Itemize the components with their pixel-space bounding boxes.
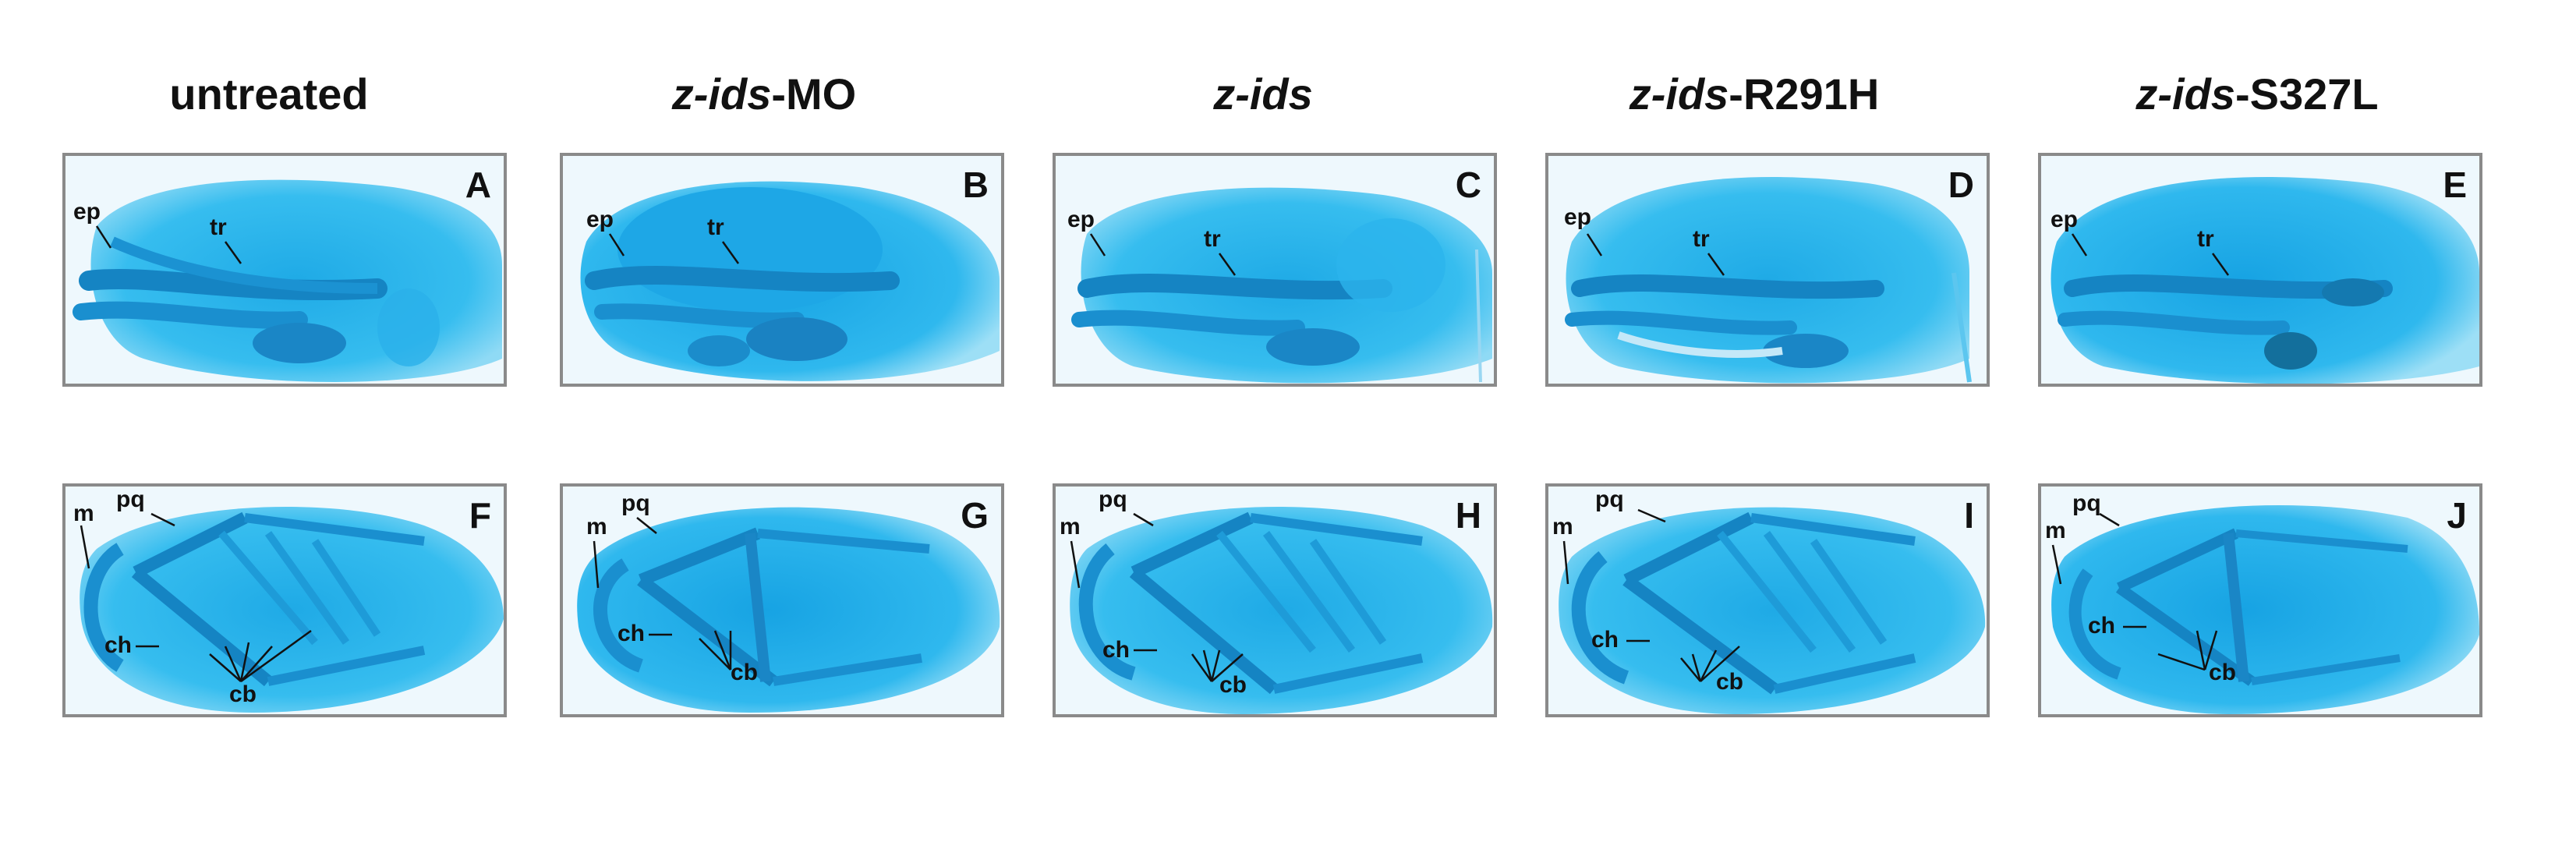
label-m: m <box>1060 514 1081 540</box>
panel-g: m pq ch cb G <box>560 483 1004 717</box>
label-ep: ep <box>586 207 614 232</box>
panel-letter: H <box>1455 495 1481 536</box>
label-cb: cb <box>2209 660 2237 685</box>
column-title-z-ids: z-ids <box>1033 69 1493 119</box>
column-title-z-ids-s327l: z-ids-S327L <box>2027 69 2487 119</box>
panel-letter: J <box>2447 495 2467 536</box>
panel-letter: B <box>962 165 989 205</box>
column-title-gene: z-ids <box>671 69 772 119</box>
panel-letter: I <box>1964 495 1974 536</box>
label-pq: pq <box>2072 490 2101 516</box>
label-pq: pq <box>1099 487 1127 512</box>
label-ep: ep <box>73 199 101 225</box>
panel-letter: F <box>469 495 491 536</box>
column-title-gene: z-ids <box>1629 69 1729 119</box>
column-title-gene: z-ids <box>1213 69 1313 119</box>
panel-f: m pq ch cb F <box>62 483 507 717</box>
panel-i: m pq ch cb I <box>1545 483 1990 717</box>
label-m: m <box>2045 518 2066 543</box>
label-tr: tr <box>2197 226 2214 252</box>
column-title-text: untreated <box>169 69 369 119</box>
column-title-untreated: untreated <box>39 69 499 119</box>
column-title-z-ids-r291h: z-ids-R291H <box>1524 69 1984 119</box>
panel-e: ep tr E <box>2038 153 2482 387</box>
column-title-z-ids-mo: z-ids-MO <box>534 69 994 119</box>
cartilage-ventral-image <box>1559 507 1986 714</box>
label-m: m <box>73 501 94 526</box>
cartilage-lateral-image <box>1071 187 1492 384</box>
label-ch: ch <box>2088 613 2116 639</box>
label-ch: ch <box>1591 627 1619 653</box>
label-cb: cb <box>229 681 257 707</box>
cartilage-ventral-image <box>1070 507 1493 714</box>
panel-d: ep tr D <box>1545 153 1990 387</box>
cartilage-lateral-image <box>580 181 1000 381</box>
label-tr: tr <box>1693 226 1710 252</box>
column-title-suffix: -S327L <box>2235 69 2379 119</box>
cartilage-lateral-image <box>2051 177 2479 384</box>
label-ch: ch <box>617 621 646 646</box>
panel-j: m pq ch cb J <box>2038 483 2482 717</box>
label-ep: ep <box>1067 207 1095 232</box>
label-pq: pq <box>621 490 650 516</box>
label-tr: tr <box>707 214 724 240</box>
column-title-gene: z-ids <box>2135 69 2235 119</box>
panel-c: ep tr C <box>1053 153 1497 387</box>
label-m: m <box>586 514 607 540</box>
panel-a: ep tr A <box>62 153 507 387</box>
panel-b: ep tr B <box>560 153 1004 387</box>
label-pq: pq <box>116 487 145 512</box>
label-tr: tr <box>1204 226 1221 252</box>
panel-letter: C <box>1455 165 1481 205</box>
cartilage-ventral-image <box>2051 505 2479 714</box>
label-ep: ep <box>1564 204 1592 230</box>
label-ep: ep <box>2051 207 2079 232</box>
label-tr: tr <box>210 214 227 240</box>
label-cb: cb <box>1716 669 1744 695</box>
panel-letter: D <box>1948 165 1974 205</box>
label-pq: pq <box>1595 487 1624 512</box>
cartilage-lateral-image <box>1565 177 1972 384</box>
cartilage-lateral-image <box>73 179 502 382</box>
label-cb: cb <box>731 660 759 685</box>
panel-letter: A <box>465 165 491 205</box>
label-cb: cb <box>1219 672 1247 698</box>
label-ch: ch <box>104 632 133 658</box>
cartilage-ventral-image <box>577 507 1000 713</box>
panel-letter: E <box>2443 165 2467 205</box>
column-title-suffix: -R291H <box>1729 69 1880 119</box>
label-m: m <box>1552 514 1573 540</box>
panel-h: m pq ch cb H <box>1053 483 1497 717</box>
label-ch: ch <box>1102 637 1131 663</box>
column-title-suffix: -MO <box>771 69 857 119</box>
panel-letter: G <box>961 495 989 536</box>
cartilage-ventral-image <box>80 507 504 713</box>
